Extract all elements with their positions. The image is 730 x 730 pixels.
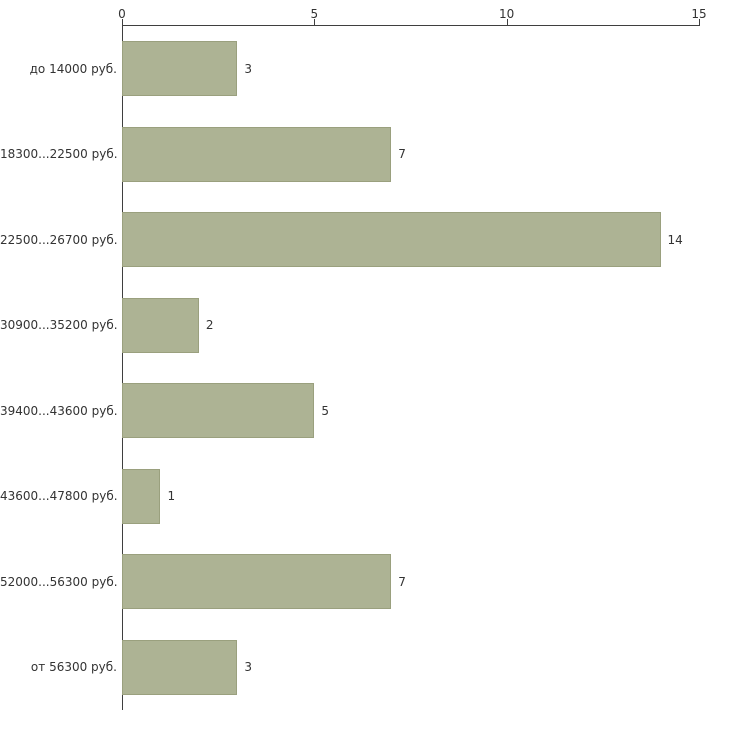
bar	[122, 126, 392, 182]
bar-row: до 14000 руб. 3	[0, 26, 730, 112]
x-tick-mark	[122, 19, 123, 25]
bar-row: 52000...56300 руб. 7	[0, 539, 730, 625]
bar-row: от 56300 руб. 3	[0, 625, 730, 711]
bar-row: 22500...26700 руб. 14	[0, 197, 730, 283]
x-tick-mark	[506, 19, 508, 25]
value-label: 3	[244, 61, 253, 76]
category-label: 22500...26700 руб.	[0, 232, 118, 247]
x-tick-label: 0	[118, 7, 126, 21]
bar	[122, 639, 238, 695]
category-label: до 14000 руб.	[29, 61, 117, 76]
value-label: 3	[244, 660, 253, 675]
x-tick-label: 5	[310, 7, 319, 21]
category-label: 52000...56300 руб.	[0, 574, 118, 589]
bar	[122, 212, 661, 268]
x-tick-label: 10	[499, 7, 515, 21]
bar	[122, 297, 199, 353]
value-label: 2	[205, 318, 214, 333]
bar	[122, 468, 161, 524]
value-label: 7	[398, 574, 406, 589]
bar	[122, 383, 315, 439]
bar-row: 18300...22500 руб. 7	[0, 112, 730, 198]
category-label: от 56300 руб.	[30, 660, 117, 675]
bar-rows: до 14000 руб. 3 18300...22500 руб. 7 22500..…	[0, 26, 730, 710]
x-tick-mark	[314, 19, 316, 25]
value-label: 1	[167, 489, 176, 504]
category-label: 39400...43600 руб.	[0, 403, 118, 418]
bar	[122, 41, 238, 97]
x-tick-mark	[699, 19, 700, 25]
category-label: 18300...22500 руб.	[0, 147, 118, 162]
bar-row: 43600...47800 руб. 1	[0, 454, 730, 540]
value-label: 7	[398, 147, 406, 162]
plot-area	[122, 25, 700, 710]
category-label: 30900...35200 руб.	[0, 318, 118, 333]
bar-row: 30900...35200 руб. 2	[0, 283, 730, 369]
bar-row: 39400...43600 руб. 5	[0, 368, 730, 454]
category-label: 43600...47800 руб.	[0, 489, 118, 504]
x-tick-label: 15	[691, 7, 707, 21]
value-label: 5	[321, 403, 329, 418]
value-label: 14	[667, 232, 683, 247]
bar	[122, 554, 392, 610]
